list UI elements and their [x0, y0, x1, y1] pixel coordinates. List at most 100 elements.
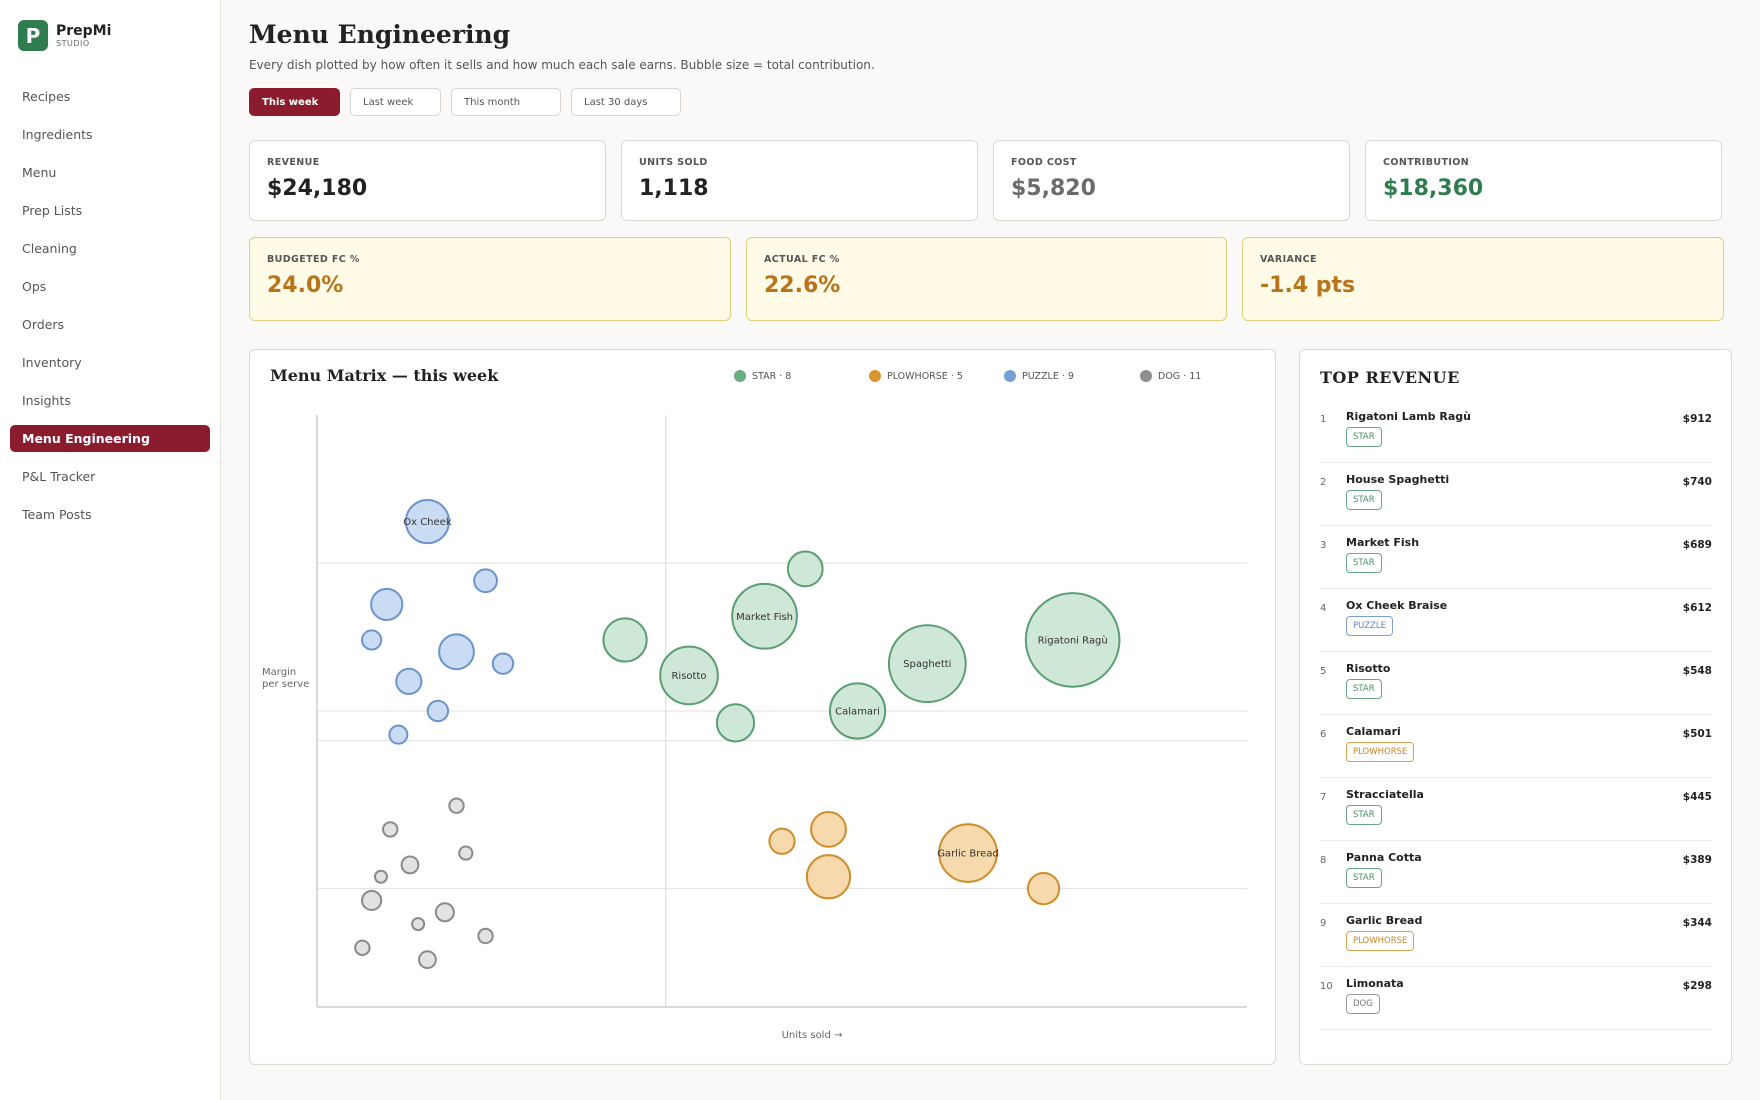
sidebar-item-menu[interactable]: Menu: [22, 165, 57, 180]
bubble-star: [1024, 592, 1121, 688]
sidebar-item-orders[interactable]: Orders: [22, 317, 65, 332]
legend-dot-icon: [1140, 370, 1152, 382]
menu-matrix-card: Margin per serve Units sold → Rigatoni Ragù…: [249, 349, 1276, 1065]
list-item[interactable]: 1 Rigatoni Lamb Ragù $912 STAR: [1320, 400, 1712, 463]
rank-number: 2: [1320, 477, 1327, 488]
legend-plowhorse[interactable]: PLOWHORSE · 5: [869, 370, 963, 382]
revenue-amount: $389: [1682, 854, 1712, 866]
kpi-actual-fc: ACTUAL FC % 22.6%: [746, 237, 1227, 321]
top-revenue-card: TOP REVENUE 1 Rigatoni Lamb Ragù $912 STAR 2…: [1299, 349, 1732, 1065]
brand[interactable]: P PrepMi STUDIO: [18, 20, 111, 51]
list-item[interactable]: 8 Panna Cotta $389 STAR: [1320, 841, 1712, 904]
bubble-star: [731, 582, 798, 650]
revenue-amount: $612: [1682, 602, 1712, 614]
top-revenue-list: 1 Rigatoni Lamb Ragù $912 STAR 2 House Spaghe…: [1320, 400, 1712, 1030]
kpi-label: UNITS SOLD: [639, 157, 708, 168]
sidebar-item-ops[interactable]: Ops: [22, 279, 47, 294]
chart-title: Menu Matrix — this week: [270, 366, 499, 385]
rank-number: 5: [1320, 666, 1327, 677]
kpi-label: FOOD COST: [1011, 157, 1077, 168]
bubble-plowhorse: [768, 827, 796, 855]
revenue-amount: $298: [1682, 980, 1712, 992]
sidebar-item-cleaning[interactable]: Cleaning: [22, 241, 77, 256]
bubble-plowhorse: [810, 811, 847, 848]
dish-name: Rigatoni Lamb Ragù: [1346, 410, 1471, 423]
rank-number: 3: [1320, 540, 1327, 551]
bubble-dog: [434, 902, 455, 923]
legend-dot-icon: [1004, 370, 1016, 382]
list-item[interactable]: 6 Calamari $501 PLOWHORSE: [1320, 715, 1712, 778]
list-item[interactable]: 9 Garlic Bread $344 PLOWHORSE: [1320, 904, 1712, 967]
bubble-puzzle: [438, 633, 475, 671]
category-badge: STAR: [1346, 868, 1382, 888]
tab-last-week[interactable]: Last week: [350, 88, 441, 116]
kpi-value: $18,360: [1383, 176, 1484, 201]
rank-number: 9: [1320, 918, 1327, 929]
bubble-star: [659, 645, 719, 706]
kpi-label: ACTUAL FC %: [764, 254, 840, 265]
bubble-dog: [400, 855, 420, 875]
sidebar-nav: Recipes Ingredients Menu Prep Lists Clea…: [10, 83, 210, 539]
top-revenue-title: TOP REVENUE: [1320, 368, 1460, 387]
bubble-label: Market Fish: [736, 612, 793, 623]
page-title: Menu Engineering: [249, 20, 511, 49]
sidebar-item-inventory[interactable]: Inventory: [22, 355, 82, 370]
category-badge: DOG: [1346, 994, 1380, 1014]
tab-last-30-days[interactable]: Last 30 days: [571, 88, 681, 116]
kpi-food-cost: FOOD COST $5,820: [993, 140, 1350, 221]
tab-this-week[interactable]: This week: [249, 88, 340, 116]
dish-name: Garlic Bread: [1346, 914, 1423, 927]
kpi-budgeted-fc: BUDGETED FC % 24.0%: [249, 237, 731, 321]
legend-star[interactable]: STAR · 8: [734, 370, 791, 382]
sidebar-item-pl-tracker[interactable]: P&L Tracker: [22, 469, 96, 484]
bubble-dog: [411, 917, 426, 932]
category-badge: STAR: [1346, 427, 1382, 447]
sidebar-item-recipes[interactable]: Recipes: [22, 89, 71, 104]
brand-name: PrepMi: [56, 22, 112, 39]
sidebar-item-prep-lists[interactable]: Prep Lists: [22, 203, 83, 218]
bubble-puzzle: [388, 724, 409, 745]
rank-number: 10: [1320, 981, 1333, 992]
legend-label: DOG · 11: [1158, 370, 1202, 382]
legend-label: PLOWHORSE · 5: [887, 370, 963, 382]
rank-number: 8: [1320, 855, 1327, 866]
bubble-star: [786, 550, 824, 588]
kpi-contribution: CONTRIBUTION $18,360: [1365, 140, 1722, 221]
bubble-star: [828, 682, 887, 740]
sidebar-item-team-posts[interactable]: Team Posts: [22, 507, 92, 522]
list-item[interactable]: 3 Market Fish $689 STAR: [1320, 526, 1712, 589]
legend-puzzle[interactable]: PUZZLE · 9: [1004, 370, 1074, 382]
kpi-label: BUDGETED FC %: [267, 254, 360, 265]
tab-this-month[interactable]: This month: [451, 88, 561, 116]
sidebar-item-insights[interactable]: Insights: [22, 393, 71, 408]
brand-logo-icon: P: [18, 20, 48, 51]
bubble-dog: [361, 889, 383, 912]
sidebar-item-menu-engineering[interactable]: Menu Engineering: [10, 425, 210, 452]
category-badge: STAR: [1346, 553, 1382, 573]
dish-name: Limonata: [1346, 977, 1404, 990]
kpi-label: VARIANCE: [1260, 254, 1317, 265]
dish-name: Risotto: [1346, 662, 1391, 675]
bubble-dog: [373, 869, 388, 884]
list-item[interactable]: 2 House Spaghetti $740 STAR: [1320, 463, 1712, 526]
legend-dog[interactable]: DOG · 11: [1140, 370, 1201, 382]
kpi-row: REVENUE $24,180 UNITS SOLD 1,118 FOOD CO…: [249, 140, 1722, 221]
kpi-value: 22.6%: [764, 273, 841, 298]
bubble-puzzle: [404, 498, 451, 545]
bubble-dog: [354, 939, 371, 956]
bubble-star: [715, 703, 756, 743]
dish-name: Stracciatella: [1346, 788, 1424, 801]
dish-name: Panna Cotta: [1346, 851, 1422, 864]
list-item[interactable]: 4 Ox Cheek Braise $612 PUZZLE: [1320, 589, 1712, 652]
list-item[interactable]: 10 Limonata $298 DOG: [1320, 967, 1712, 1030]
revenue-amount: $912: [1682, 413, 1712, 425]
list-item[interactable]: 5 Risotto $548 STAR: [1320, 652, 1712, 715]
bubble-dog: [418, 950, 437, 970]
bubble-label: Ox Cheek: [403, 517, 452, 528]
bubble-plowhorse: [805, 854, 852, 900]
list-item[interactable]: 7 Stracciatella $445 STAR: [1320, 778, 1712, 841]
rank-number: 7: [1320, 792, 1327, 803]
sidebar-item-ingredients[interactable]: Ingredients: [22, 127, 93, 142]
bubble-label: Rigatoni Ragù: [1038, 634, 1108, 646]
bubble-dog: [458, 845, 474, 861]
